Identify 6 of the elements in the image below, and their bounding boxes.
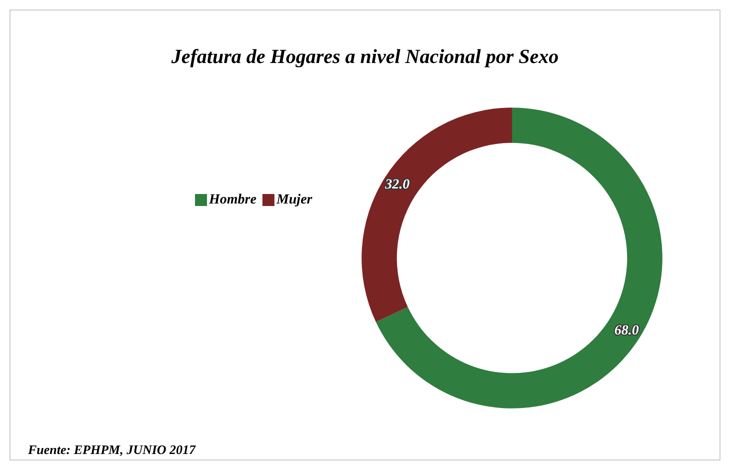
data-label: 32.0 [384, 178, 410, 193]
chart-title: Jefatura de Hogares a nivel Nacional por Sexo [170, 46, 559, 68]
legend-label: Hombre [208, 192, 256, 208]
source-note: Fuente: EPHPM, JUNIO 2017 [27, 442, 196, 457]
data-label: 68.0 [614, 323, 639, 338]
legend-label: Mujer [275, 192, 313, 208]
